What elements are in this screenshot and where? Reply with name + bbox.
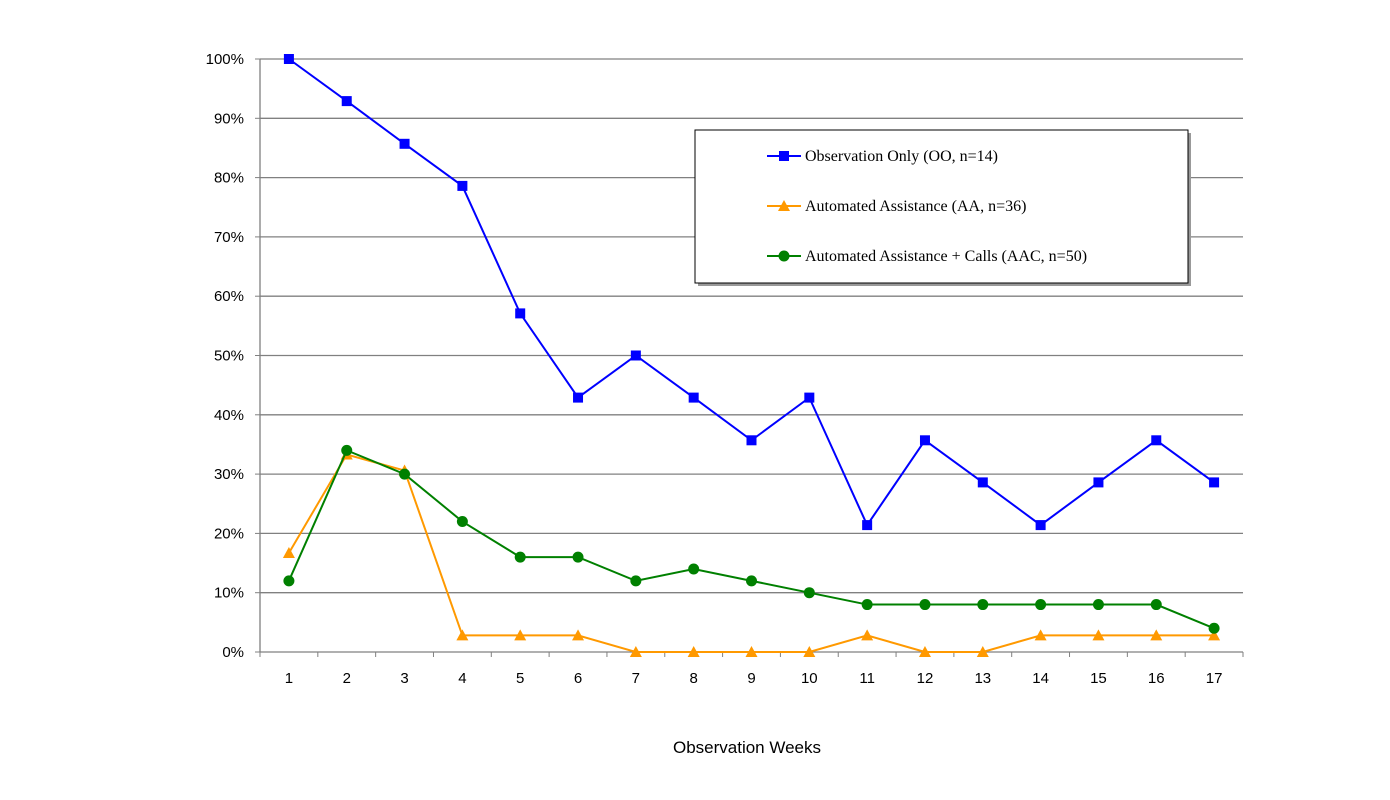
triangle-marker xyxy=(861,629,874,641)
circle-marker xyxy=(1035,599,1047,611)
triangle-marker xyxy=(976,646,989,657)
y-tick-label: 60% xyxy=(214,288,244,305)
x-tick-label: 12 xyxy=(917,670,934,687)
y-tick-label: 40% xyxy=(214,407,244,424)
y-tick-label: 90% xyxy=(214,110,244,127)
y-tick-label: 10% xyxy=(214,585,244,602)
square-marker xyxy=(283,54,294,64)
x-tick-label: 11 xyxy=(859,670,875,687)
triangle-marker xyxy=(803,646,816,657)
series-group xyxy=(282,54,1221,657)
triangle-marker xyxy=(687,646,700,657)
triangle-marker xyxy=(282,546,295,558)
y-tick-label: 0% xyxy=(222,644,244,661)
square-marker xyxy=(1035,520,1046,531)
x-tick-label: 14 xyxy=(1032,670,1049,687)
series-square xyxy=(283,54,1220,531)
legend-entry: Automated Assistance (AA, n=36) xyxy=(767,198,1026,215)
square-marker xyxy=(804,392,815,403)
square-marker xyxy=(573,392,584,403)
square-marker xyxy=(862,520,873,531)
x-tick-label: 8 xyxy=(690,670,698,687)
x-tick-label: 17 xyxy=(1206,670,1223,687)
circle-marker xyxy=(1150,599,1162,611)
legend-label: Automated Assistance (AA, n=36) xyxy=(805,198,1026,215)
legend-label: Observation Only (OO, n=14) xyxy=(805,148,998,165)
triangle-marker xyxy=(1208,629,1221,641)
circle-marker xyxy=(1092,599,1104,611)
legend-entry: Automated Assistance + Calls (AAC, n=50) xyxy=(767,248,1087,265)
y-tick-label: 50% xyxy=(214,348,244,365)
series-line xyxy=(288,58,1215,528)
square-marker xyxy=(399,138,410,149)
legend-entry: Observation Only (OO, n=14) xyxy=(767,148,998,165)
triangle-marker xyxy=(1092,629,1105,641)
square-marker xyxy=(919,435,930,446)
y-tick-label: 70% xyxy=(214,229,244,246)
triangle-marker xyxy=(918,646,931,657)
triangle-marker xyxy=(1034,629,1047,641)
x-tick-label: 3 xyxy=(400,670,408,687)
y-tick-label: 100% xyxy=(206,51,244,68)
square-marker xyxy=(341,96,352,107)
triangle-marker xyxy=(1150,629,1163,641)
x-tick-label: 2 xyxy=(343,670,351,687)
circle-marker xyxy=(399,468,411,480)
square-marker xyxy=(630,350,641,361)
circle-marker xyxy=(456,516,468,528)
gridlines xyxy=(260,58,1243,594)
triangle-marker xyxy=(778,200,790,211)
square-marker xyxy=(1151,435,1162,446)
x-tick-label: 1 xyxy=(285,670,293,687)
circle-marker xyxy=(977,599,989,611)
circle-marker xyxy=(341,444,353,456)
circle-marker xyxy=(688,563,700,575)
triangle-marker xyxy=(456,629,469,641)
square-marker xyxy=(977,477,988,488)
series-line xyxy=(288,453,1215,653)
x-tick-label: 16 xyxy=(1148,670,1165,687)
circle-marker xyxy=(514,551,526,563)
y-tick-label: 20% xyxy=(214,525,244,542)
x-tick-label: 6 xyxy=(574,670,582,687)
x-tick-label: 5 xyxy=(516,670,524,687)
circle-marker xyxy=(283,575,295,587)
circle-marker xyxy=(778,250,790,262)
x-tick-label: 9 xyxy=(747,670,755,687)
square-marker xyxy=(457,180,468,191)
triangle-marker xyxy=(514,629,527,641)
x-tick-label: 15 xyxy=(1090,670,1107,687)
y-tick-label: 80% xyxy=(214,170,244,187)
square-marker xyxy=(779,151,789,161)
legend: Observation Only (OO, n=14) Automated Ass… xyxy=(694,129,1191,286)
square-marker xyxy=(746,435,757,446)
circle-marker xyxy=(1208,622,1220,634)
x-tick-label: 4 xyxy=(458,670,466,687)
circle-marker xyxy=(803,587,815,599)
x-tick-label: 7 xyxy=(632,670,640,687)
triangle-marker xyxy=(745,646,758,657)
circle-marker xyxy=(746,575,757,587)
circle-marker xyxy=(630,575,642,587)
x-tick-label: 13 xyxy=(974,670,991,687)
square-marker xyxy=(1209,477,1220,488)
triangle-marker xyxy=(629,646,642,657)
legend-label: Automated Assistance + Calls (AAC, n=50) xyxy=(805,248,1087,265)
square-marker xyxy=(515,308,526,319)
square-marker xyxy=(688,392,699,403)
x-tick-label: 10 xyxy=(801,670,818,687)
x-axis-label: Observation Weeks xyxy=(673,738,821,757)
circle-marker xyxy=(572,551,584,563)
square-marker xyxy=(1093,477,1104,488)
series-circle xyxy=(283,444,1220,634)
series-triangle xyxy=(282,448,1221,657)
y-tick-label: 30% xyxy=(214,466,244,483)
triangle-marker xyxy=(572,629,585,641)
circle-marker xyxy=(861,599,873,611)
circle-marker xyxy=(919,599,931,611)
